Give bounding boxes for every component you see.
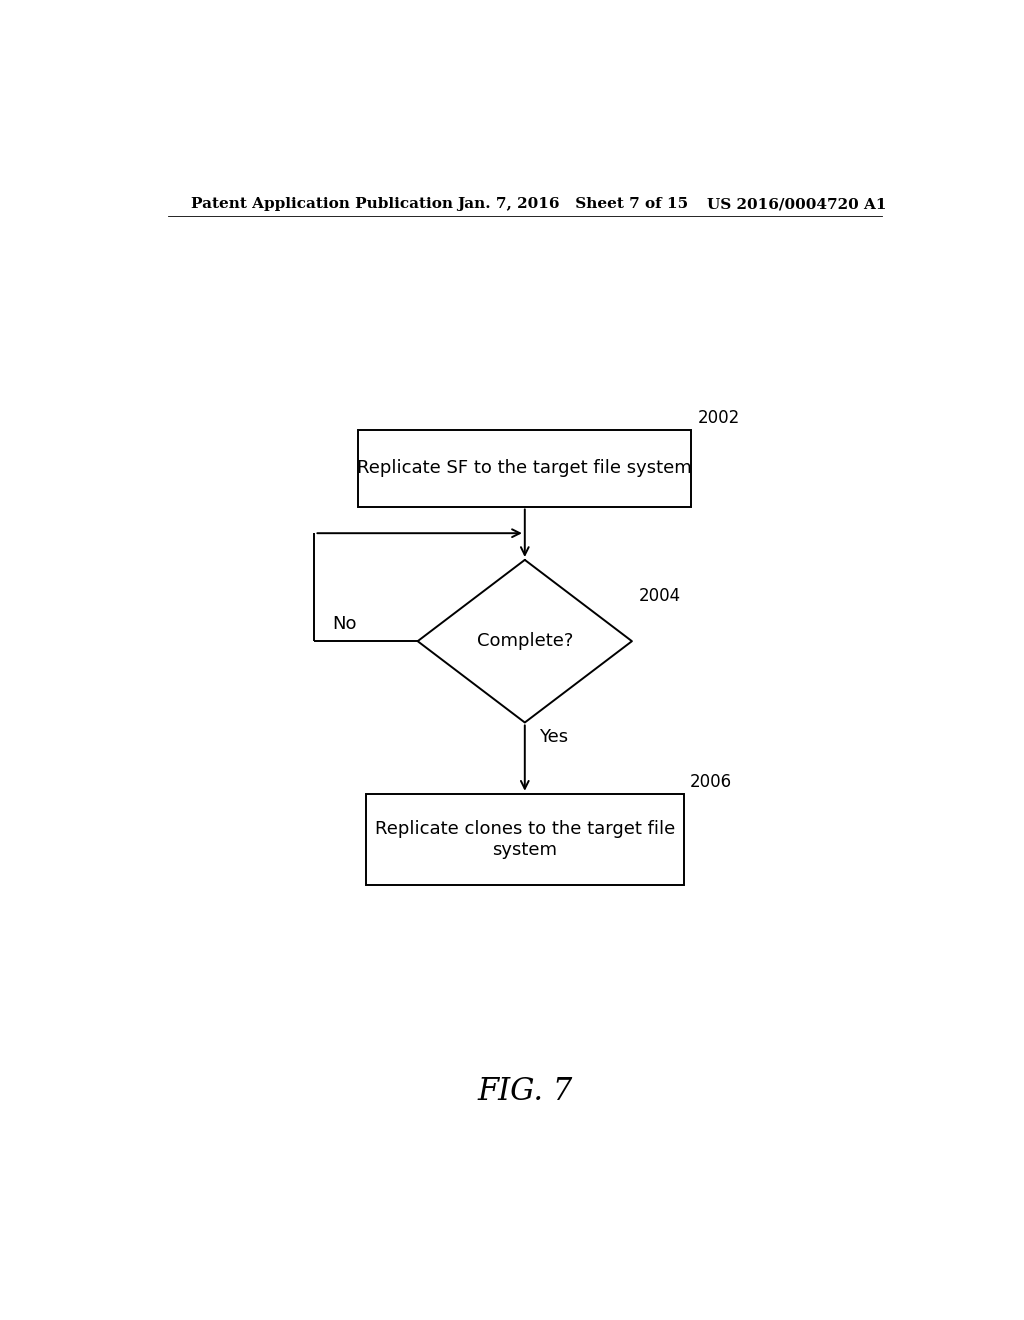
Text: Complete?: Complete? bbox=[476, 632, 573, 651]
Text: 2002: 2002 bbox=[697, 409, 740, 428]
Text: 2006: 2006 bbox=[690, 772, 732, 791]
FancyBboxPatch shape bbox=[367, 793, 684, 886]
Text: Jan. 7, 2016   Sheet 7 of 15: Jan. 7, 2016 Sheet 7 of 15 bbox=[458, 197, 688, 211]
FancyBboxPatch shape bbox=[358, 430, 691, 507]
Text: US 2016/0004720 A1: US 2016/0004720 A1 bbox=[708, 197, 887, 211]
Text: 2004: 2004 bbox=[638, 586, 680, 605]
Text: No: No bbox=[332, 615, 356, 634]
Text: Replicate clones to the target file
system: Replicate clones to the target file syst… bbox=[375, 820, 675, 859]
Text: FIG. 7: FIG. 7 bbox=[477, 1076, 572, 1107]
Text: Yes: Yes bbox=[539, 727, 568, 746]
Text: Patent Application Publication: Patent Application Publication bbox=[191, 197, 454, 211]
Text: Replicate SF to the target file system: Replicate SF to the target file system bbox=[357, 459, 692, 478]
